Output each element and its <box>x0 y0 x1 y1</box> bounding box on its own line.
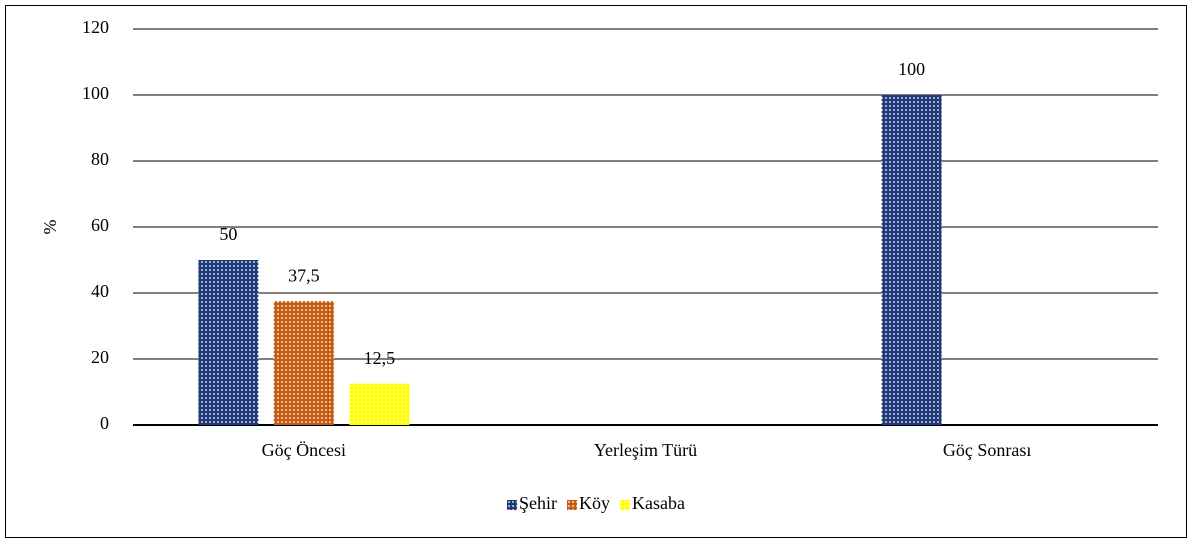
data-label: 37,5 <box>288 265 320 285</box>
data-label: 12,5 <box>364 348 396 368</box>
x-tick-label: Göç Sonrası <box>943 440 1032 460</box>
legend: Şehir Köy Kasaba <box>507 493 685 513</box>
bar <box>349 383 410 425</box>
x-tick-label: Yerleşim Türü <box>594 440 697 460</box>
legend-swatch <box>620 500 631 510</box>
y-tick-label: 60 <box>91 215 109 235</box>
y-tick-label: 80 <box>91 149 109 169</box>
legend-label: Şehir <box>519 493 557 513</box>
y-tick-label: 120 <box>82 17 109 37</box>
bar <box>273 301 334 425</box>
bar <box>198 260 259 425</box>
data-label: 100 <box>898 59 925 79</box>
legend-swatch <box>507 500 518 510</box>
data-label: 50 <box>219 224 237 244</box>
y-axis-label: % <box>40 220 60 235</box>
x-tick-label: Göç Öncesi <box>262 440 346 460</box>
y-tick-label: 0 <box>100 413 109 433</box>
legend-label: Kasaba <box>632 493 685 513</box>
legend-label: Köy <box>579 493 610 513</box>
y-tick-label: 100 <box>82 83 109 103</box>
y-tick-label: 20 <box>91 347 109 367</box>
legend-swatch <box>567 500 578 510</box>
bar <box>881 95 942 425</box>
y-tick-label: 40 <box>91 281 109 301</box>
